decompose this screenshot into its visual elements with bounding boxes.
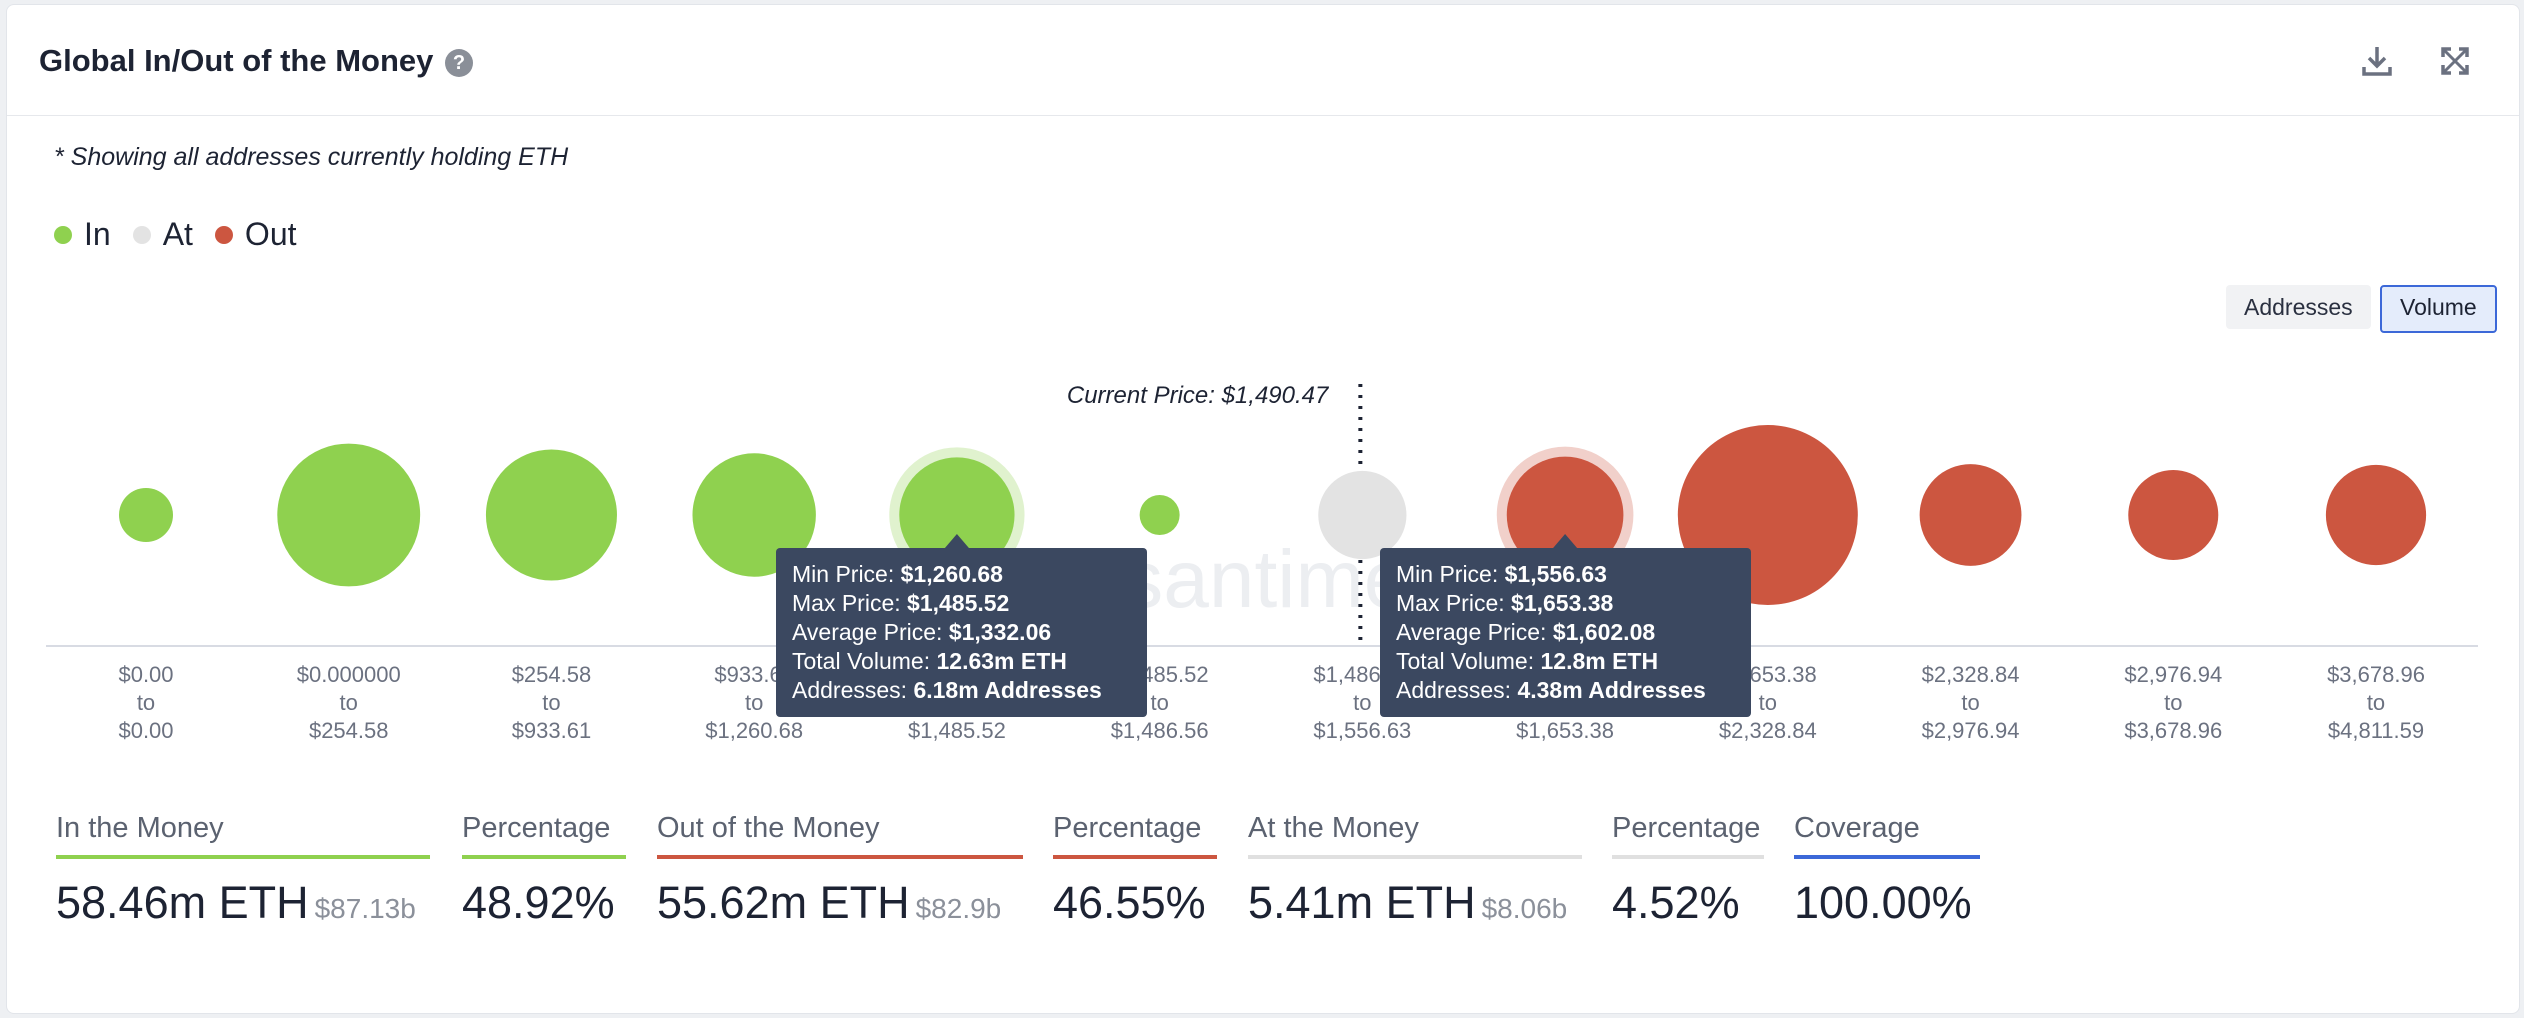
range-label-11-2: $4,811.59 xyxy=(2328,718,2424,743)
at-the-money-stat: At the Money 5.41m ETH $8.06b xyxy=(1248,812,1582,929)
download-icon[interactable] xyxy=(2357,41,2397,81)
range-label-0-0: $0.00 xyxy=(118,662,173,687)
legend-in[interactable]: In xyxy=(54,216,111,253)
bubble-in-0[interactable] xyxy=(119,488,173,542)
range-label-3-1: to xyxy=(745,690,763,715)
in-percentage-label: Percentage xyxy=(462,812,626,859)
legend-in-label: In xyxy=(84,216,111,252)
tooltip-min: Min Price: $1,260.68 xyxy=(792,561,1003,587)
legend-at[interactable]: At xyxy=(132,216,193,253)
range-label-3-2: $1,260.68 xyxy=(705,718,803,743)
bubble-in-3[interactable] xyxy=(692,453,816,577)
current-price-label: Current Price: $1,490.47 xyxy=(1067,382,1330,409)
range-label-10-0: $2,976.94 xyxy=(2124,662,2222,687)
card-header: Global In/Out of the Money ? xyxy=(7,5,2519,116)
range-label-5-1: to xyxy=(1150,690,1168,715)
bubble-out-7[interactable] xyxy=(1506,456,1624,574)
at-the-money-usd: $8.06b xyxy=(1481,893,1568,924)
tooltip-max: Max Price: $1,653.38 xyxy=(1396,590,1614,616)
range-label-10-1: to xyxy=(2164,690,2182,715)
range-label-2-2: $933.61 xyxy=(512,718,592,743)
holding-note: * Showing all addresses currently holdin… xyxy=(54,143,569,171)
range-label-8-2: $2,328.84 xyxy=(1719,718,1817,743)
legend: In At Out xyxy=(54,216,319,253)
range-label-10-2: $3,678.96 xyxy=(2124,718,2222,743)
at-percentage-label: Percentage xyxy=(1612,812,1764,859)
at-percentage-stat: Percentage 4.52% xyxy=(1612,812,1764,929)
range-label-8-1: to xyxy=(1759,690,1777,715)
chart-card: Global In/Out of the Money ? xyxy=(6,4,2520,1014)
bubble-out-11[interactable] xyxy=(2325,464,2427,566)
tooltip-pointer-0 xyxy=(944,534,969,548)
tooltip-range-out: Min Price: $1,556.63 Max Price: $1,653.3… xyxy=(1380,548,1751,717)
range-label-6-2: $1,556.63 xyxy=(1313,718,1411,743)
bubble-in-2[interactable] xyxy=(485,449,617,581)
bubble-in-4[interactable] xyxy=(899,457,1015,573)
range-label-0-2: $0.00 xyxy=(118,718,173,743)
in-the-money-usd: $87.13b xyxy=(314,893,416,924)
tooltip-max: Max Price: $1,485.52 xyxy=(792,590,1010,616)
in-the-money-stat: In the Money 58.46m ETH $87.13b xyxy=(56,812,430,929)
range-label-1-2: $254.58 xyxy=(309,718,389,743)
addresses-toggle[interactable]: Addresses xyxy=(2226,285,2371,329)
at-the-money-label: At the Money xyxy=(1248,812,1582,859)
range-label-2-1: to xyxy=(542,690,560,715)
fullscreen-icon[interactable] xyxy=(2435,41,2475,81)
out-of-the-money-value: 55.62m ETH $82.9b xyxy=(657,877,1002,928)
at-percentage-value: 4.52% xyxy=(1612,877,1740,928)
at-the-money-value: 5.41m ETH $8.06b xyxy=(1248,877,1568,928)
bubble-in-1[interactable] xyxy=(277,443,421,587)
bubble-out-9[interactable] xyxy=(1919,464,2022,566)
range-label-7-2: $1,653.38 xyxy=(1516,718,1614,743)
tooltip-volume: Total Volume: 12.8m ETH xyxy=(1396,648,1659,674)
range-label-9-1: to xyxy=(1961,690,1979,715)
range-label-4-2: $1,485.52 xyxy=(908,718,1006,743)
coverage-value: 100.00% xyxy=(1794,877,1972,928)
legend-out-label: Out xyxy=(244,216,297,252)
tooltip-addresses: Addresses: 6.18m Addresses xyxy=(792,677,1102,703)
legend-at-dot xyxy=(132,225,151,244)
tooltip-volume: Total Volume: 12.63m ETH xyxy=(792,648,1067,674)
out-of-the-money-label: Out of the Money xyxy=(657,812,1023,859)
bubble-in-5[interactable] xyxy=(1139,495,1180,535)
out-percentage-value: 46.55% xyxy=(1053,877,1206,928)
range-label-1-1: to xyxy=(340,690,358,715)
tooltip-avg: Average Price: $1,602.08 xyxy=(1396,619,1656,645)
out-percentage-stat: Percentage 46.55% xyxy=(1053,812,1217,929)
tooltip-range-in: Min Price: $1,260.68 Max Price: $1,485.5… xyxy=(776,548,1147,717)
legend-in-dot xyxy=(54,225,72,244)
in-the-money-value: 58.46m ETH $87.13b xyxy=(56,877,416,928)
tooltip-addresses: Addresses: 4.38m Addresses xyxy=(1396,677,1706,703)
range-label-5-2: $1,486.56 xyxy=(1111,718,1209,743)
range-label-2-0: $254.58 xyxy=(512,662,592,687)
volume-toggle[interactable]: Volume xyxy=(2380,285,2497,333)
bubble-out-10[interactable] xyxy=(2128,470,2219,560)
range-label-1-0: $0.000000 xyxy=(297,662,401,687)
tooltip-min: Min Price: $1,556.63 xyxy=(1396,561,1607,587)
range-label-9-2: $2,976.94 xyxy=(1922,718,2020,743)
in-percentage-value: 48.92% xyxy=(462,877,615,928)
tooltip-avg: Average Price: $1,332.06 xyxy=(792,619,1052,645)
range-label-11-0: $3,678.96 xyxy=(2327,662,2425,687)
out-percentage-label: Percentage xyxy=(1053,812,1217,859)
range-label-6-1: to xyxy=(1353,690,1371,715)
in-the-money-label: In the Money xyxy=(56,812,430,859)
out-of-the-money-usd: $82.9b xyxy=(915,893,1002,924)
tooltip-pointer-1 xyxy=(1553,534,1578,548)
coverage-stat: Coverage 100.00% xyxy=(1794,812,1980,929)
in-percentage-stat: Percentage 48.92% xyxy=(462,812,626,929)
legend-out[interactable]: Out xyxy=(214,216,297,253)
coverage-label: Coverage xyxy=(1794,812,1980,859)
range-label-11-1: to xyxy=(2367,690,2385,715)
help-icon[interactable]: ? xyxy=(445,49,473,77)
out-of-the-money-stat: Out of the Money 55.62m ETH $82.9b xyxy=(657,812,1023,929)
range-label-0-1: to xyxy=(137,690,155,715)
chart-title: Global In/Out of the Money xyxy=(39,43,434,78)
range-label-9-0: $2,328.84 xyxy=(1922,662,2020,687)
bubble-at-6[interactable] xyxy=(1318,470,1407,560)
legend-out-dot xyxy=(214,225,233,244)
legend-at-label: At xyxy=(162,216,193,252)
